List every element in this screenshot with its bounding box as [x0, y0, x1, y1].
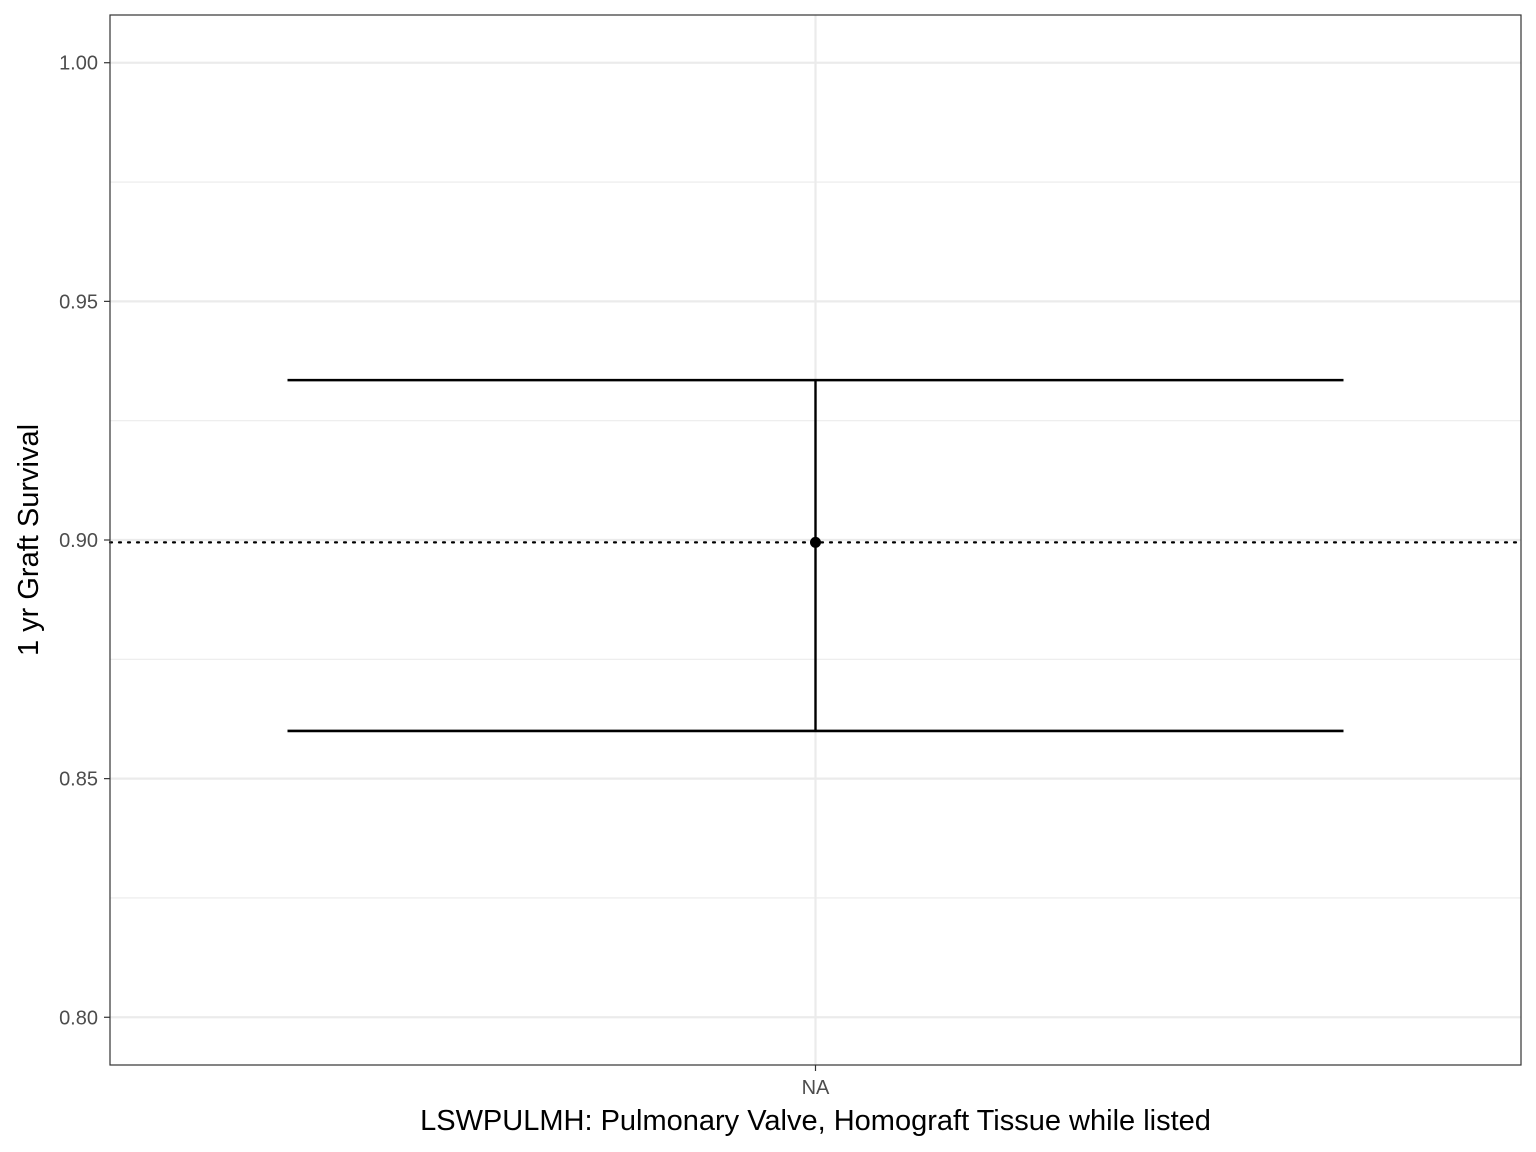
y-axis-title: 1 yr Graft Survival — [13, 424, 45, 656]
x-axis-title: LSWPULMH: Pulmonary Valve, Homograft Tis… — [420, 1105, 1211, 1137]
y-tick-label: 0.80 — [59, 1007, 98, 1029]
x-tick-label: NA — [802, 1077, 830, 1099]
gridlines — [110, 15, 1521, 1065]
y-tick-label: 0.90 — [59, 530, 98, 552]
y-tick-label: 0.95 — [59, 291, 98, 313]
point-estimate — [810, 536, 821, 548]
y-tick-label: 1.00 — [59, 53, 98, 75]
x-axis: NA — [802, 1065, 830, 1099]
marks-layer — [287, 378, 1344, 733]
y-tick-label: 0.85 — [59, 769, 98, 791]
y-axis: 0.80 0.85 0.90 0.95 1.00 — [59, 53, 110, 1029]
